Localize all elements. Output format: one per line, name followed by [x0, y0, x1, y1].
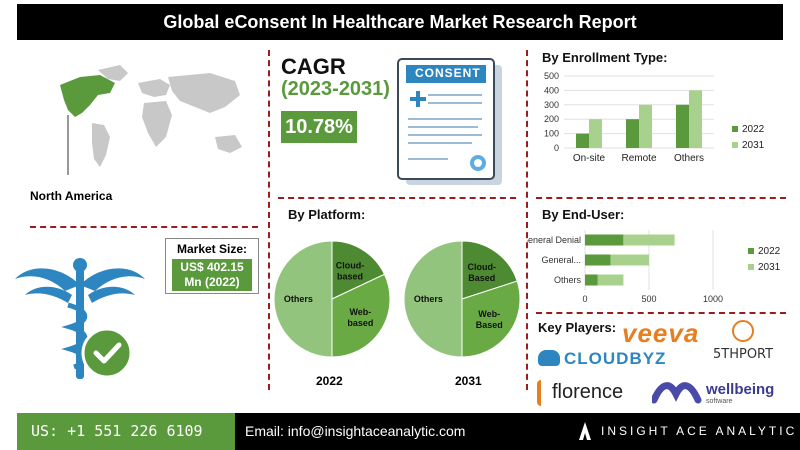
divider-right-h-1	[536, 197, 786, 199]
world-map	[60, 65, 242, 175]
pie-slice	[461, 240, 518, 300]
logo-cloudbyz: CLOUDBYZ	[564, 349, 667, 368]
y-tick-label: General...	[541, 255, 581, 265]
pie-slice-label: Others	[414, 294, 443, 304]
enduser-title: By End-User:	[542, 207, 625, 222]
cagr-value: 10.78%	[281, 111, 357, 143]
legend-swatch	[732, 142, 738, 148]
enrollment-title: By Enrollment Type:	[542, 50, 668, 65]
y-tick-label: General Denial	[527, 235, 581, 245]
pie-slice	[403, 240, 463, 358]
bar-2031	[689, 90, 702, 148]
market-size-value: US$ 402.15 Mn (2022)	[172, 259, 252, 291]
wellbeing-icon	[652, 382, 702, 404]
footer-email[interactable]: Email: info@insightaceanalytic.com	[235, 413, 565, 450]
caduceus-icon	[15, 258, 145, 379]
key-players-title: Key Players:	[538, 320, 617, 335]
pie-slice	[461, 280, 521, 358]
divider-left-h	[30, 226, 258, 228]
logo-wellbeing: wellbeing	[706, 381, 775, 398]
pie-slice	[331, 273, 391, 358]
market-size-box: Market Size: US$ 402.15 Mn (2022)	[165, 238, 259, 294]
page-title: Global eConsent In Healthcare Market Res…	[17, 4, 783, 40]
y-tick-label: 200	[544, 114, 559, 124]
cagr-title: CAGR	[281, 54, 346, 79]
brand-logo-icon	[579, 422, 591, 440]
x-tick-label: Remote	[621, 153, 656, 164]
legend-label: 2022	[742, 124, 765, 135]
x-tick-label: 0	[582, 294, 587, 304]
enrollment-bar-chart: 0 100 200 300 400 500 On-site Remote Others 2022 2…	[544, 71, 765, 164]
x-tick-label: On-site	[573, 153, 606, 164]
5thport-icon	[732, 320, 754, 342]
x-tick-label: 500	[641, 294, 656, 304]
bar-2031	[589, 119, 602, 148]
divider-right-h-2	[536, 312, 786, 314]
market-size-line1: US$ 402.15	[180, 260, 244, 274]
footer-brand-container: INSIGHT ACE ANALYTIC	[565, 413, 800, 450]
bar-2031	[597, 274, 624, 286]
region-label: North America	[30, 189, 113, 203]
market-size-line2: Mn (2022)	[184, 275, 240, 289]
y-tick-label: 100	[544, 129, 559, 139]
consent-doc-label: CONSENT	[415, 66, 481, 80]
legend-label: 2022	[758, 246, 781, 257]
cloud-icon	[538, 350, 560, 366]
pie-caption-2031: 2031	[455, 374, 482, 388]
bar-2022	[576, 133, 589, 148]
bar-2022	[626, 119, 639, 148]
logo-veeva: veeva	[622, 318, 700, 348]
logo-5thport: 5THPORT	[713, 347, 774, 362]
legend-label: 2031	[742, 140, 765, 151]
bar-2031	[623, 234, 675, 246]
bar-2022	[585, 234, 624, 246]
pie-slice	[273, 240, 333, 358]
y-tick-label: 400	[544, 85, 559, 95]
bar-2022	[585, 254, 611, 266]
bar-2022	[676, 104, 689, 148]
pie-slice-label: Cloud-based	[336, 261, 365, 282]
platform-pie-charts: Cloud-based Web-based Others Cloud-Based Web…	[273, 240, 521, 358]
logo-wellbeing-sub: software	[706, 398, 733, 405]
pie-slice-label: Cloud-Based	[468, 262, 497, 283]
bar-2022	[585, 274, 598, 286]
cagr-period: (2023-2031)	[281, 78, 390, 100]
logo-florence: florence	[552, 381, 624, 403]
legend-swatch	[748, 264, 754, 270]
enduser-bar-chart: 0 500 1000 General Denial General... Others 20…	[527, 230, 781, 304]
market-size-title: Market Size:	[176, 242, 248, 256]
pie-slice-label: Web-based	[347, 307, 373, 328]
pie-slice	[331, 240, 386, 300]
pie-slice-label: Others	[284, 294, 313, 304]
consent-document-icon	[397, 58, 502, 185]
divider-right	[526, 50, 528, 390]
bar-2031	[610, 254, 649, 266]
footer-brand: INSIGHT ACE ANALYTIC	[601, 424, 798, 438]
y-tick-label: Others	[554, 275, 582, 285]
pie-caption-2022: 2022	[316, 374, 343, 388]
legend-swatch	[748, 248, 754, 254]
platform-title: By Platform:	[288, 207, 366, 222]
footer-phone: US: +1 551 226 6109	[17, 413, 235, 450]
divider-center-h	[278, 197, 516, 199]
divider-left	[268, 50, 270, 390]
legend-swatch	[732, 126, 738, 132]
x-tick-label: Others	[674, 153, 704, 164]
y-tick-label: 500	[544, 71, 559, 81]
bar-2031	[639, 104, 652, 148]
y-tick-label: 300	[544, 100, 559, 110]
legend-label: 2031	[758, 262, 781, 273]
y-tick-label: 0	[554, 143, 559, 153]
florence-icon	[537, 380, 547, 406]
x-tick-label: 1000	[703, 294, 723, 304]
pie-slice-label: Web-Based	[476, 309, 503, 330]
